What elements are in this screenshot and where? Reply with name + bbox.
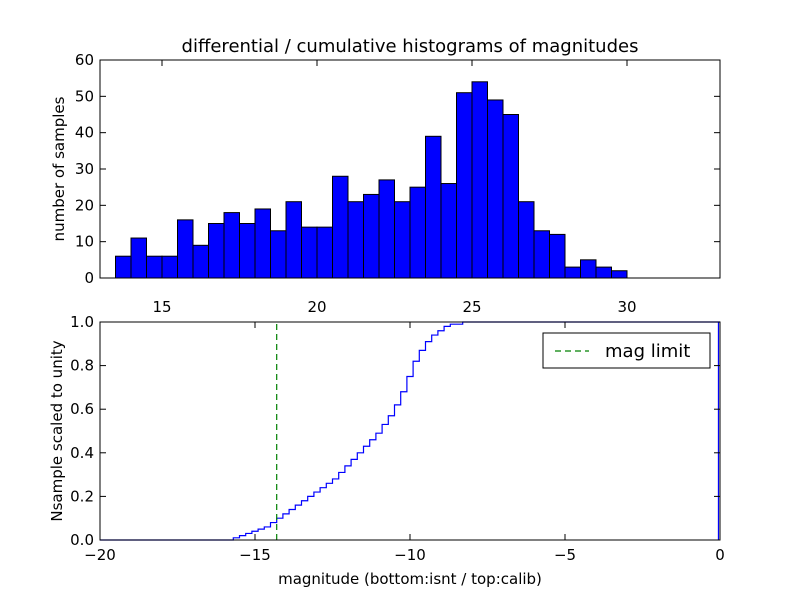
histogram-bar xyxy=(549,233,566,279)
y-tick-label: 60 xyxy=(75,51,94,69)
histogram-bar xyxy=(425,135,442,279)
x-tick-label: −15 xyxy=(239,546,271,564)
histogram-bar xyxy=(502,114,519,279)
histogram-bar xyxy=(301,226,318,279)
histogram-bar xyxy=(363,193,380,279)
histogram-bar xyxy=(192,244,209,279)
histogram-bar xyxy=(456,92,473,279)
x-tick-label: 20 xyxy=(307,298,326,316)
x-tick-label: 0 xyxy=(715,546,725,564)
histogram-bar xyxy=(316,226,333,279)
histogram-bar xyxy=(518,201,535,279)
cumulative-line xyxy=(100,321,720,541)
x-tick-label: −10 xyxy=(394,546,426,564)
histogram-bar xyxy=(471,81,488,279)
x-tick-label: 30 xyxy=(617,298,636,316)
histogram-bar xyxy=(270,230,287,279)
histogram-bar xyxy=(208,223,225,279)
histogram-bar xyxy=(239,223,256,279)
y-tick-label: 0.0 xyxy=(70,531,94,549)
y-tick-label: 40 xyxy=(75,124,94,142)
histogram-bar xyxy=(177,219,194,279)
histogram-bar xyxy=(409,186,426,279)
histogram-bar xyxy=(347,201,364,279)
histogram-bar xyxy=(130,237,147,279)
histogram-bar xyxy=(161,255,178,279)
histogram-bar xyxy=(378,179,395,279)
legend-label: mag limit xyxy=(605,341,690,362)
y-tick-label: 0.4 xyxy=(70,444,94,462)
histogram-plot: 0 10 20 30 40 50 60 15 20 25 30 differential / cumu… xyxy=(50,36,721,316)
x-tick-label: 15 xyxy=(152,298,171,316)
cumulative-plot: 0.0 0.2 0.4 0.6 0.8 1.0 −20 −15 −10 −5 0 magnitude … xyxy=(48,313,725,588)
x-axis-label: magnitude (bottom:isnt / top:calib) xyxy=(278,570,542,588)
histogram-bar xyxy=(115,255,132,279)
histogram-bar xyxy=(394,201,411,279)
histogram-bar xyxy=(564,266,581,279)
y-tick-label: 0.6 xyxy=(70,400,94,418)
y-axis-label: number of samples xyxy=(50,96,68,241)
histogram-bar xyxy=(146,255,163,279)
legend: mag limit xyxy=(542,332,711,369)
y-tick-label: 0 xyxy=(84,269,94,287)
x-tick-label: −5 xyxy=(554,546,576,564)
y-axis-label: Nsample scaled to unity xyxy=(48,340,66,521)
histogram-bar xyxy=(533,230,550,279)
y-tick-label: 50 xyxy=(75,87,94,105)
y-tick-label: 20 xyxy=(75,196,94,214)
chart-title: differential / cumulative histograms of … xyxy=(182,36,639,57)
histogram-bar xyxy=(223,212,240,279)
histogram-bar xyxy=(285,201,302,279)
y-tick-label: 1.0 xyxy=(70,313,94,331)
y-tick-label: 0.8 xyxy=(70,357,94,375)
y-tick-label: 10 xyxy=(75,233,94,251)
histogram-bar xyxy=(580,259,597,279)
y-tick-label: 0.2 xyxy=(70,487,94,505)
histogram-bar xyxy=(254,208,271,279)
y-tick-label: 30 xyxy=(75,160,94,178)
histogram-bar xyxy=(487,99,504,279)
histogram-bar xyxy=(332,175,349,279)
histogram-bar xyxy=(440,183,457,279)
x-tick-label: −20 xyxy=(84,546,116,564)
histogram-bar xyxy=(611,270,628,279)
x-tick-label: 25 xyxy=(462,298,481,316)
histogram-bar xyxy=(595,266,612,279)
